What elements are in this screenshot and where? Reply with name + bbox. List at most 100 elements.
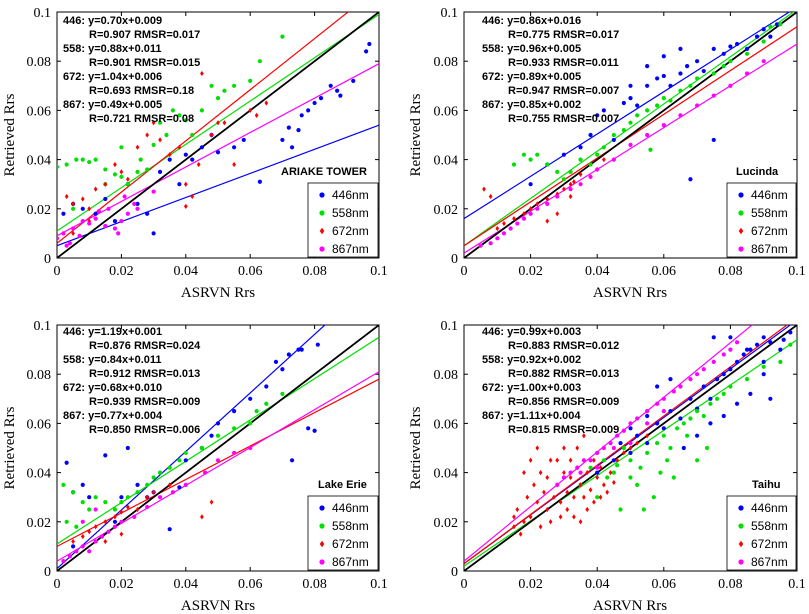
tick-labels: 0 0.02 0.04 0.06 0.08 0.1 0 0.02 0.04 0.… xyxy=(27,319,388,592)
stat-r: R=0.693 RMSR=0.18 xyxy=(89,85,194,97)
data-point xyxy=(151,231,156,236)
x-axis-title: ASRVN Rrs xyxy=(593,285,667,301)
data-point xyxy=(548,457,553,463)
svg-text:446: y=0.99x+0.003: 446: y=0.99x+0.003 xyxy=(482,326,581,338)
data-point xyxy=(135,144,140,150)
data-point xyxy=(645,132,650,138)
data-point xyxy=(635,433,640,438)
data-point xyxy=(528,211,533,216)
data-point xyxy=(528,457,533,463)
data-point xyxy=(578,182,583,187)
data-point xyxy=(601,458,606,463)
data-point xyxy=(578,157,583,162)
data-point xyxy=(678,384,683,389)
data-point xyxy=(338,93,343,98)
y-tick-label: 0.1 xyxy=(441,6,459,21)
data-point xyxy=(595,167,600,172)
data-point xyxy=(135,482,140,487)
data-point xyxy=(61,211,66,216)
data-point xyxy=(744,51,750,56)
stat-equation: y=1.00x+0.003 xyxy=(507,382,581,394)
data-point xyxy=(74,524,79,529)
data-point xyxy=(87,221,92,226)
data-point xyxy=(688,396,693,401)
data-point xyxy=(196,161,201,168)
data-point xyxy=(528,157,533,162)
svg-text:867: y=0.77x+0.004: 867: y=0.77x+0.004 xyxy=(63,410,163,422)
data-point xyxy=(668,98,673,103)
data-point xyxy=(87,549,92,554)
data-point xyxy=(728,59,733,64)
data-point xyxy=(232,409,237,414)
data-point xyxy=(655,440,660,446)
y-tick-label: 0.1 xyxy=(34,319,52,334)
data-points xyxy=(478,22,783,248)
data-point xyxy=(535,152,540,157)
x-tick-label: 0.06 xyxy=(652,264,677,279)
data-point xyxy=(522,469,526,476)
x-tick-label: 0.04 xyxy=(174,264,199,279)
y-tick-label: 0.06 xyxy=(27,417,52,432)
data-point xyxy=(748,391,753,396)
x-tick-label: 0.1 xyxy=(788,264,806,279)
x-tick-label: 0.1 xyxy=(788,577,806,592)
data-point xyxy=(661,54,666,59)
data-point xyxy=(588,465,593,470)
data-point xyxy=(714,396,720,401)
data-point xyxy=(495,236,500,241)
data-point xyxy=(701,68,706,74)
data-point xyxy=(135,201,140,206)
stats-annotation: 446: y=0.86x+0.016 R=0.775 RMSR=0.017 55… xyxy=(482,15,619,125)
data-point xyxy=(199,445,204,451)
data-point xyxy=(170,108,176,113)
data-point xyxy=(280,391,285,396)
stat-band: 672 xyxy=(482,71,500,83)
data-point xyxy=(74,157,79,162)
data-point xyxy=(151,475,156,480)
fit-line xyxy=(464,12,791,220)
fit-line xyxy=(57,12,350,244)
data-point xyxy=(635,416,640,421)
data-point xyxy=(768,24,773,29)
data-point xyxy=(518,531,523,537)
stat-r: R=0.947 RMSR=0.007 xyxy=(508,85,619,97)
data-point xyxy=(648,147,653,152)
legend-marker-symbol xyxy=(738,227,744,235)
data-point xyxy=(93,507,98,512)
data-point xyxy=(289,145,295,150)
data-point xyxy=(151,489,156,495)
data-point xyxy=(502,220,506,227)
data-point xyxy=(711,335,716,340)
data-point xyxy=(728,384,733,389)
data-point xyxy=(588,132,593,138)
data-point xyxy=(578,470,583,475)
data-point xyxy=(568,457,573,463)
data-point xyxy=(734,359,740,364)
data-point xyxy=(608,469,613,476)
data-point xyxy=(103,519,108,525)
data-point xyxy=(572,514,576,520)
data-point xyxy=(183,482,188,487)
data-point xyxy=(280,367,285,372)
data-point xyxy=(761,59,766,64)
data-point xyxy=(125,211,130,216)
svg-text:672: y=1.04x+0.006: 672: y=1.04x+0.006 xyxy=(63,71,162,83)
data-point xyxy=(93,186,98,192)
data-point xyxy=(675,426,680,431)
data-point xyxy=(688,83,693,88)
stat-equation: y=0.99x+0.003 xyxy=(507,326,581,338)
legend-label: 672nm xyxy=(332,537,369,551)
stat-r: R=0.907 RMSR=0.017 xyxy=(89,29,200,41)
stats-annotation: 446: y=0.99x+0.003 R=0.883 RMSR=0.012 55… xyxy=(482,326,619,436)
data-point xyxy=(645,433,649,439)
data-point xyxy=(768,340,773,345)
legend-marker xyxy=(738,210,744,216)
data-point xyxy=(264,384,269,389)
data-point xyxy=(661,96,666,101)
data-point xyxy=(568,181,573,187)
site-label: ARIAKE TOWER xyxy=(281,166,367,178)
data-point xyxy=(618,507,623,512)
stat-band: 867 xyxy=(63,410,81,422)
data-point xyxy=(545,506,550,513)
